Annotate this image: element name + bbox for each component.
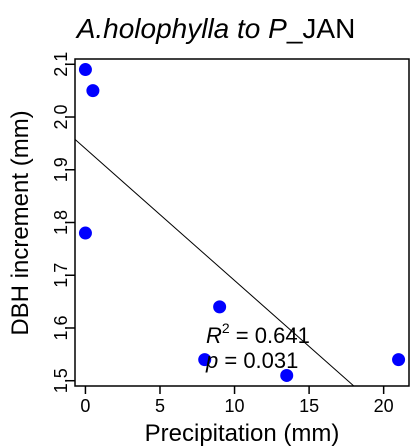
r2-value: = 0.641 xyxy=(230,323,310,348)
p-symbol: p xyxy=(205,348,218,373)
data-point xyxy=(213,300,227,314)
y-tick-label: 1.7 xyxy=(51,263,71,288)
y-tick-label: 1.9 xyxy=(51,157,71,182)
data-point xyxy=(392,353,406,367)
y-tick-label: 1.5 xyxy=(51,368,71,393)
data-point xyxy=(78,63,92,77)
chart-title-species: A.holophylla to P xyxy=(75,13,287,44)
x-tick-label: 5 xyxy=(155,396,165,416)
data-points xyxy=(78,63,406,382)
r2-exponent: 2 xyxy=(222,320,230,336)
y-tick-label: 1.8 xyxy=(51,210,71,235)
data-point xyxy=(78,226,92,240)
y-tick-label: 2.0 xyxy=(51,105,71,130)
chart-title: A.holophylla to P_JAN xyxy=(75,13,356,44)
y-axis-ticks: 1.5 1.6 1.7 1.8 1.9 2.0 2.1 xyxy=(51,52,75,393)
regression-line-group xyxy=(74,139,355,387)
y-tick-label: 2.1 xyxy=(51,52,71,77)
r-squared-annotation: R2 = 0.641 xyxy=(206,320,310,348)
regression-line xyxy=(74,139,355,387)
p-value-annotation: p = 0.031 xyxy=(205,348,298,373)
data-point xyxy=(198,353,212,367)
x-tick-label: 20 xyxy=(374,396,394,416)
data-point xyxy=(86,84,100,98)
y-axis-label: DBH increment (mm) xyxy=(7,110,34,335)
chart-title-suffix: _JAN xyxy=(286,13,355,44)
y-tick-label: 1.6 xyxy=(51,315,71,340)
x-axis-ticks: 0 5 10 15 20 xyxy=(80,386,394,416)
p-value: = 0.031 xyxy=(218,348,298,373)
x-tick-label: 10 xyxy=(225,396,245,416)
x-axis-label: Precipitation (mm) xyxy=(145,420,340,446)
r2-symbol: R xyxy=(206,323,222,348)
x-tick-label: 15 xyxy=(299,396,319,416)
x-tick-label: 0 xyxy=(80,396,90,416)
data-point xyxy=(280,368,294,382)
